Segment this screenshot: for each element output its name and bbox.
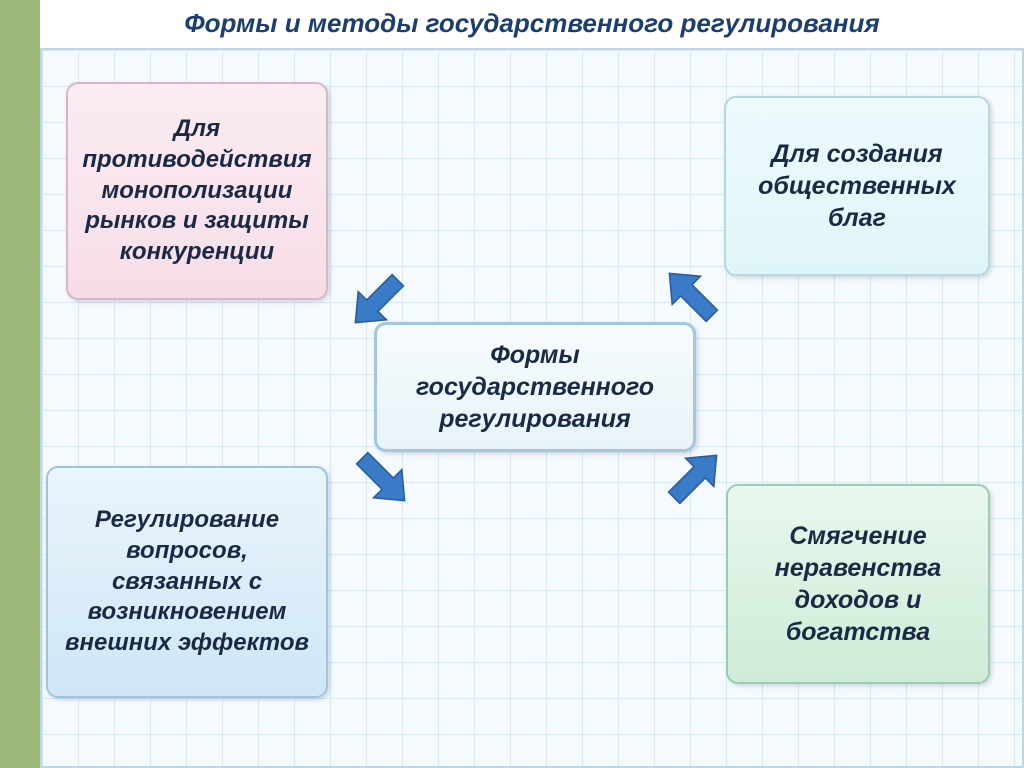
- node-label: Для противодействия монополизации рынков…: [78, 114, 316, 268]
- node-top-left: Для противодействия монополизации рынков…: [66, 82, 328, 300]
- node-center: Формы государственного регулирования: [374, 322, 696, 452]
- page-title: Формы и методы государственного регулиро…: [40, 8, 1024, 39]
- node-top-right: Для создания общественных благ: [724, 96, 990, 276]
- node-label: Смягчение неравенства доходов и богатств…: [738, 520, 978, 648]
- arrow-icon: [338, 260, 418, 340]
- node-bottom-right: Смягчение неравенства доходов и богатств…: [726, 484, 990, 684]
- node-label: Регулирование вопросов, связанных с возн…: [58, 505, 316, 659]
- diagram-content: Формы и методы государственного регулиро…: [40, 0, 1024, 768]
- arrow-icon: [342, 438, 422, 518]
- node-label: Для создания общественных благ: [736, 138, 978, 234]
- node-bottom-left: Регулирование вопросов, связанных с возн…: [46, 466, 328, 698]
- sidebar-accent: [0, 0, 40, 768]
- arrow-icon: [652, 256, 732, 336]
- arrow-icon: [654, 438, 734, 518]
- node-label: Формы государственного регулирования: [387, 339, 683, 435]
